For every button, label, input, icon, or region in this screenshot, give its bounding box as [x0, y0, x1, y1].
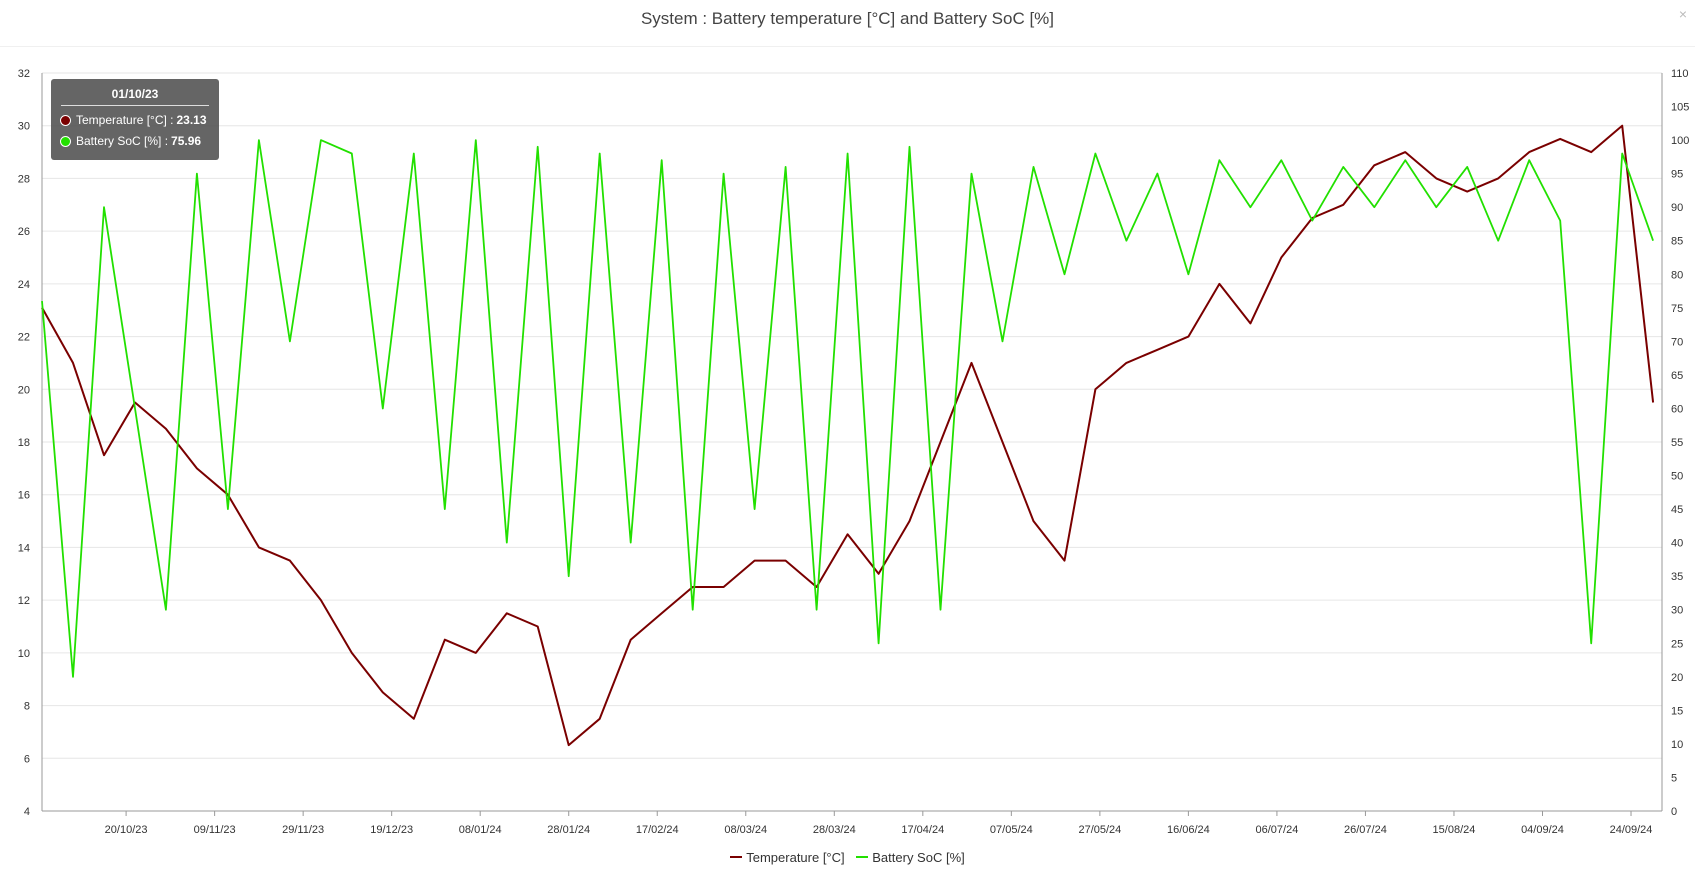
tooltip-value-temperature: 23.13	[176, 113, 207, 127]
tooltip-label-soc: Battery SoC [%] :	[76, 134, 169, 148]
y-left-tick-label: 10	[18, 648, 30, 660]
x-tick-label: 20/10/23	[105, 824, 148, 836]
temperature-series-line	[41, 124, 1655, 747]
y-right-tick-label: 10	[1671, 739, 1683, 751]
x-tick-label: 16/06/24	[1167, 824, 1210, 836]
y-right-tick-label: 100	[1671, 135, 1689, 147]
x-tick-label: 09/11/23	[194, 824, 236, 836]
y-right-tick-label: 30	[1671, 605, 1683, 617]
y-right-tick-label: 105	[1671, 102, 1689, 114]
close-icon[interactable]: ×	[1678, 6, 1687, 22]
y-left-tick-label: 30	[18, 121, 30, 133]
y-right-tick-label: 15	[1671, 705, 1683, 717]
x-tick-label: 26/07/24	[1344, 824, 1387, 836]
chart-header: System : Battery temperature [°C] and Ba…	[0, 0, 1695, 47]
y-right-tick-label: 75	[1671, 303, 1683, 315]
temperature-swatch-icon	[730, 856, 743, 858]
y-left-tick-label: 14	[18, 542, 30, 554]
legend: Temperature [°C] Battery SoC [%]	[0, 846, 1695, 865]
y-right-tick-label: 70	[1671, 336, 1683, 348]
y-right-tick-label: 60	[1671, 403, 1683, 415]
x-tick-label: 15/08/24	[1433, 824, 1476, 836]
y-right-tick-label: 95	[1671, 169, 1683, 181]
tooltip: 01/10/23 Temperature [°C] : 23.13 Batter…	[51, 79, 219, 160]
x-tick-label: 28/03/24	[813, 824, 856, 836]
legend-label-soc: Battery SoC [%]	[872, 849, 965, 865]
y-left-tick-label: 6	[24, 753, 30, 765]
y-left-tick-label: 26	[18, 226, 30, 238]
y-right-tick-label: 90	[1671, 202, 1683, 214]
y-right-tick-label: 110	[1671, 68, 1689, 80]
y-left-tick-label: 18	[18, 437, 30, 449]
x-tick-label: 27/05/24	[1078, 824, 1121, 836]
soc-series-line	[41, 139, 1654, 678]
y-right-tick-label: 85	[1671, 236, 1683, 248]
legend-label-temperature: Temperature [°C]	[746, 849, 845, 865]
tooltip-date: 01/10/23	[61, 79, 209, 106]
x-tick-label: 08/01/24	[459, 824, 502, 836]
tooltip-row-temperature: Temperature [°C] : 23.13	[51, 113, 219, 127]
tooltip-label-temperature: Temperature [°C] :	[76, 113, 174, 127]
y-right-tick-label: 20	[1671, 672, 1683, 684]
y-left-tick-label: 22	[18, 332, 30, 344]
x-tick-label: 24/09/24	[1610, 824, 1653, 836]
y-right-tick-label: 50	[1671, 471, 1683, 483]
soc-marker-icon	[60, 135, 71, 147]
y-left-tick-label: 12	[18, 595, 30, 607]
soc-swatch-icon	[856, 856, 869, 858]
x-tick-label: 29/11/23	[282, 824, 324, 836]
x-tick-label: 08/03/24	[724, 824, 767, 836]
y-left-tick-label: 24	[18, 279, 30, 291]
y-right-tick-label: 80	[1671, 269, 1683, 281]
x-tick-label: 04/09/24	[1521, 824, 1564, 836]
x-tick-label: 28/01/24	[547, 824, 590, 836]
y-right-tick-label: 25	[1671, 638, 1683, 650]
legend-item-soc[interactable]: Battery SoC [%]	[856, 849, 965, 865]
y-right-tick-label: 55	[1671, 437, 1683, 449]
x-tick-label: 06/07/24	[1256, 824, 1299, 836]
y-left-tick-label: 28	[18, 173, 30, 185]
y-right-tick-label: 0	[1671, 806, 1677, 818]
y-left-tick-label: 32	[18, 68, 30, 80]
x-tick-label: 07/05/24	[990, 824, 1033, 836]
chart-title: System : Battery temperature [°C] and Ba…	[640, 9, 1055, 28]
y-right-tick-label: 40	[1671, 538, 1683, 550]
y-left-tick-label: 4	[24, 806, 30, 818]
x-tick-label: 19/12/23	[370, 824, 413, 836]
y-right-tick-label: 65	[1671, 370, 1683, 382]
y-left-tick-label: 20	[18, 384, 30, 396]
x-tick-label: 17/04/24	[901, 824, 944, 836]
tooltip-row-soc: Battery SoC [%] : 75.96	[51, 134, 219, 148]
temperature-marker-icon	[60, 114, 71, 126]
legend-item-temperature[interactable]: Temperature [°C]	[730, 849, 845, 865]
tooltip-value-soc: 75.96	[171, 134, 202, 148]
y-right-tick-label: 45	[1671, 504, 1683, 516]
y-right-tick-label: 35	[1671, 571, 1683, 583]
x-tick-label: 17/02/24	[636, 824, 679, 836]
y-left-tick-label: 16	[18, 490, 30, 502]
y-left-tick-label: 8	[24, 701, 30, 713]
y-right-tick-label: 5	[1671, 772, 1677, 784]
